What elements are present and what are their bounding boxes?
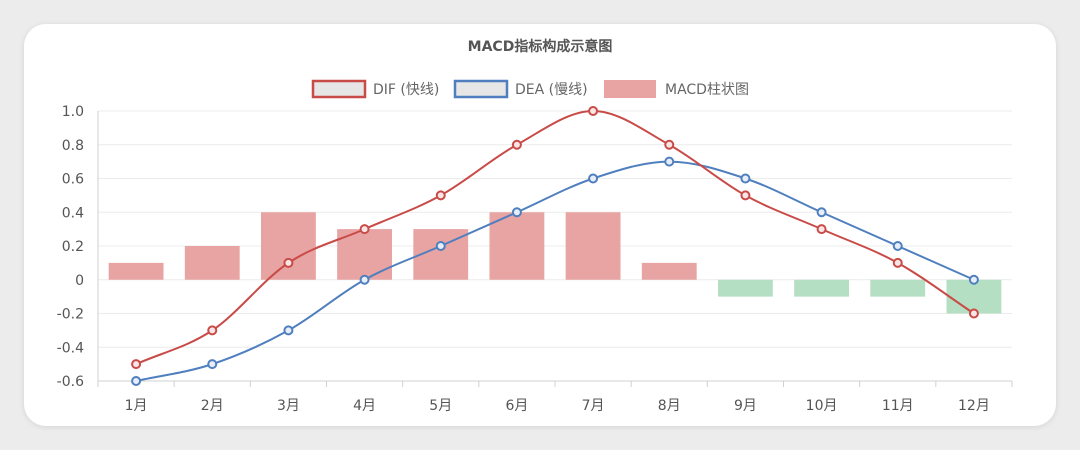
legend-label-dif: DIF (快线) (373, 82, 439, 98)
x-tick-label: 8月 (658, 398, 681, 414)
macd-bar (794, 279, 850, 297)
x-tick-label: 9月 (734, 398, 757, 414)
y-tick-label: -0.6 (57, 374, 84, 390)
dif-point (207, 325, 218, 336)
x-tick-label: 3月 (277, 398, 300, 414)
legend-label-macd: MACD柱状图 (665, 82, 749, 98)
legend-swatch-dea (453, 79, 509, 99)
x-tick-label: 6月 (505, 398, 528, 414)
dif-point (283, 257, 294, 268)
dea-point (892, 241, 903, 251)
macd-bar (946, 279, 1002, 314)
y-tick-label: 0.8 (62, 138, 84, 154)
x-tick-label: 11月 (882, 398, 914, 414)
dea-point (207, 359, 218, 370)
x-axis-ticks: 1月 2月 3月 4月 5月 6月 7月 8月 9月 10月 11月 12月 (97, 381, 1013, 414)
x-tick-label: 10月 (806, 398, 838, 414)
dea-point (816, 207, 827, 218)
dif-point (892, 257, 903, 268)
dif-line (135, 109, 975, 366)
y-tick-label: 0 (75, 273, 84, 289)
points (131, 106, 979, 386)
macd-bar (717, 279, 773, 297)
macd-bar (565, 212, 621, 280)
y-tick-label: -0.2 (57, 307, 84, 323)
legend-swatch-dif (311, 79, 367, 99)
dif-point (588, 106, 599, 116)
dif-point (131, 359, 142, 370)
y-tick-label: 0.6 (62, 172, 84, 188)
macd-bar (489, 212, 545, 280)
chart-title: MACD指标构成示意图 (468, 38, 613, 55)
dea-point (588, 173, 599, 184)
x-tick-label: 12月 (958, 398, 990, 414)
dif-point (816, 224, 827, 235)
legend-item-macd[interactable]: MACD柱状图 (604, 80, 749, 98)
legend-swatch-macd (604, 80, 656, 98)
x-tick-label: 2月 (201, 398, 224, 414)
dif-point (435, 190, 446, 201)
y-tick-label: -0.4 (57, 340, 84, 356)
legend-label-dea: DEA (慢线) (515, 81, 588, 98)
dif-point (664, 139, 675, 150)
macd-bar (184, 246, 240, 280)
x-tick-label: 4月 (353, 398, 376, 414)
dea-point (511, 207, 522, 218)
dea-point (968, 274, 979, 285)
dea-point (131, 376, 142, 386)
y-tick-label: 0.4 (62, 205, 84, 221)
macd-bar (260, 212, 316, 280)
dif-point (968, 308, 979, 319)
macd-bar (108, 262, 164, 280)
x-tick-label: 7月 (582, 398, 605, 414)
macd-bars (108, 212, 1002, 314)
y-axis-ticks: 1.0 0.8 0.6 0.4 0.2 0 -0.2 -0.4 -0.6 (57, 104, 84, 390)
dea-point (740, 173, 751, 184)
dif-point (511, 139, 522, 150)
dif-point (740, 190, 751, 201)
dea-point (283, 325, 294, 336)
legend-item-dea[interactable]: DEA (慢线) (453, 79, 588, 99)
dea-point (664, 156, 675, 167)
macd-bar (870, 279, 926, 297)
x-tick-label: 5月 (429, 398, 452, 414)
legend: DIF (快线) DEA (慢线) MACD柱状图 (311, 79, 749, 99)
x-tick-label: 1月 (125, 398, 148, 414)
y-tick-label: 0.2 (62, 239, 84, 255)
dea-point (359, 274, 370, 285)
y-tick-label: 1.0 (62, 104, 84, 120)
dif-point (359, 224, 370, 235)
legend-item-dif[interactable]: DIF (快线) (311, 79, 439, 99)
macd-bar (641, 262, 697, 280)
dea-point (435, 241, 446, 251)
